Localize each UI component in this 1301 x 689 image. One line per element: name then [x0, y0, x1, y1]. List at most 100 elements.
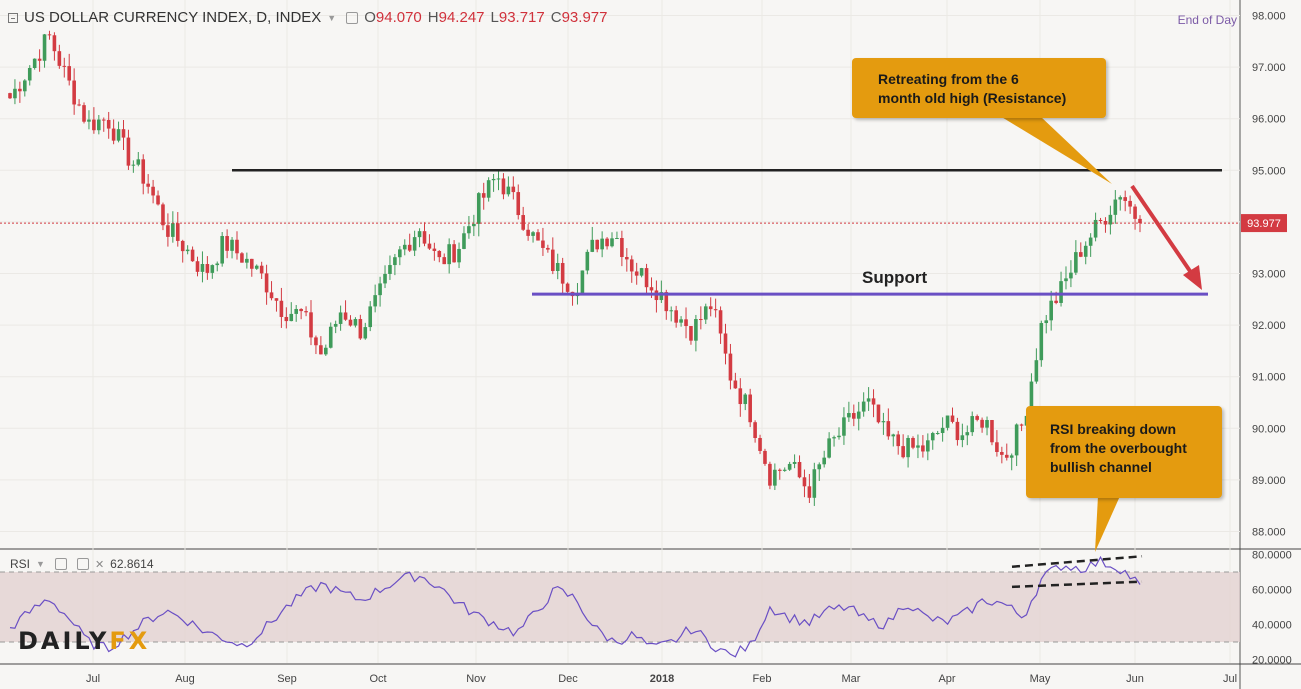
candle-body [314, 337, 318, 346]
candle-body [580, 270, 585, 295]
rsi-dropdown-icon[interactable]: ▼ [36, 559, 45, 569]
candle-body [131, 164, 136, 166]
candle-body [1108, 214, 1113, 225]
candle-body [960, 435, 965, 441]
candle-body [97, 119, 101, 131]
x-tick-label: Apr [938, 673, 955, 685]
candle-body [358, 319, 363, 339]
low-label: L [490, 9, 499, 26]
candle-body [792, 461, 797, 464]
candle-body [47, 34, 52, 36]
support-label: Support [862, 268, 928, 287]
rsi-callout-line: from the overbought [1050, 440, 1187, 456]
candle-body [161, 204, 165, 226]
candle-body [634, 271, 639, 276]
candle-body [486, 180, 491, 198]
x-tick-label: Dec [558, 673, 578, 685]
candle-body [901, 446, 905, 458]
candle-body [615, 238, 619, 240]
candle-body [353, 319, 358, 326]
candle-body [333, 323, 338, 327]
candle-body [319, 345, 323, 355]
candle-body [1029, 381, 1034, 416]
rsi-label: RSI [10, 557, 31, 571]
candle-body [171, 223, 175, 237]
candle-body [348, 319, 353, 326]
candle-body [521, 215, 525, 230]
candle-body [871, 398, 876, 405]
rsi-settings-icon[interactable] [76, 558, 89, 570]
candle-body [249, 258, 254, 269]
rsi-callout: RSI breaking down from the overbought bu… [1026, 406, 1222, 498]
candle-body [92, 119, 96, 131]
x-tick-label: Mar [842, 673, 861, 685]
candle-body [644, 268, 649, 288]
rsi-eye-icon[interactable] [54, 558, 67, 570]
candle-body [166, 225, 170, 237]
candle-body [151, 186, 155, 196]
candle-body [1078, 252, 1083, 257]
candle-body [437, 250, 442, 258]
candle-body [758, 437, 762, 451]
candle-body [101, 119, 106, 121]
candle-body [220, 236, 224, 264]
candle-body [906, 437, 910, 458]
candle-body [111, 128, 116, 141]
settings-icon[interactable] [346, 11, 359, 24]
candle-body [506, 186, 511, 195]
candle-body [87, 119, 91, 122]
candle-body [629, 259, 634, 272]
candle-body [472, 223, 476, 227]
candle-body [970, 416, 975, 433]
rsi-close-icon[interactable]: ✕ [94, 558, 105, 571]
rsi-y-tick-label: 40.0000 [1252, 620, 1292, 632]
candle-body [600, 238, 604, 250]
candle-body [324, 347, 328, 355]
candle-body [787, 463, 792, 470]
candle-body [1064, 278, 1068, 282]
candle-body [620, 238, 624, 258]
y-tick-label: 98.000 [1252, 10, 1286, 22]
candle-body [713, 309, 718, 311]
candle-body [442, 257, 447, 265]
low-value: 93.717 [498, 9, 545, 26]
candle-body [1004, 454, 1009, 458]
candle-body [121, 129, 126, 138]
candle-body [856, 411, 861, 419]
candle-body [955, 421, 960, 441]
candles-group [8, 30, 1142, 506]
candle-body [462, 233, 466, 249]
dropdown-icon[interactable]: ▼ [327, 12, 337, 23]
candle-body [23, 80, 27, 92]
candle-body [1059, 281, 1063, 303]
candle-body [432, 248, 437, 251]
y-tick-label: 89.000 [1252, 475, 1286, 487]
candle-body [782, 469, 787, 471]
candle-body [225, 236, 229, 251]
candle-body [393, 257, 397, 266]
candle-body [72, 80, 76, 105]
candle-body [980, 419, 984, 428]
candle-body [42, 34, 47, 61]
candle-body [516, 192, 521, 216]
candle-body [476, 193, 481, 224]
candle-body [338, 312, 343, 324]
candle-body [299, 308, 303, 312]
candle-body [398, 249, 402, 258]
candle-body [457, 248, 461, 263]
candle-body [837, 435, 841, 438]
down-arrow-shaft [1130, 184, 1194, 276]
candle-body [245, 258, 249, 263]
collapse-icon[interactable] [8, 12, 18, 23]
candle-body [985, 420, 989, 428]
candle-body [18, 88, 22, 92]
candle-body [1054, 300, 1058, 303]
candle-body [911, 437, 915, 448]
candle-body [156, 195, 160, 205]
rsi-y-tick-label: 60.0000 [1252, 585, 1292, 597]
candle-body [136, 159, 141, 165]
candle-body [797, 461, 802, 478]
candle-body [1034, 360, 1039, 382]
candle-body [866, 398, 871, 402]
candle-body [753, 422, 757, 438]
